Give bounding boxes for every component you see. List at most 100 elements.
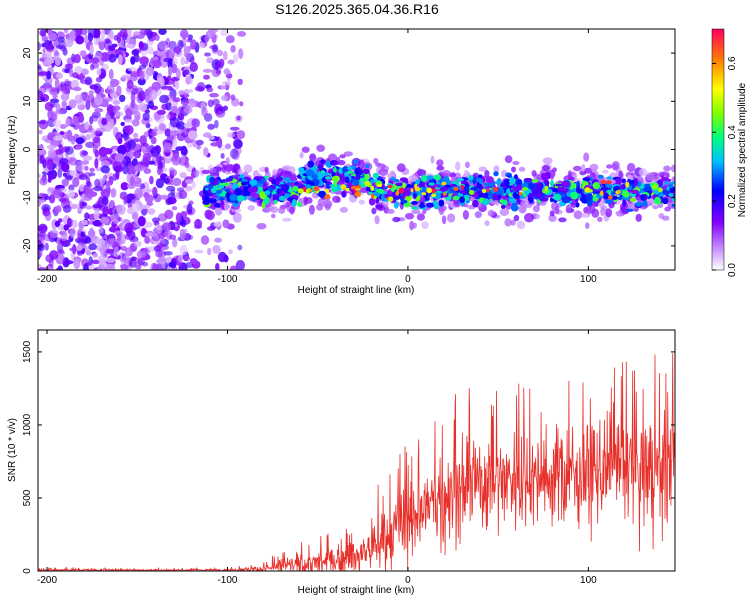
heatmap-cell [91, 111, 101, 119]
heatmap-cell [355, 174, 361, 180]
heatmap-cell [85, 250, 92, 256]
heatmap-cell [206, 226, 216, 232]
heatmap-cell [55, 109, 65, 115]
heatmap-cell [576, 185, 580, 194]
heatmap-hotspot [469, 190, 475, 195]
heatmap-cell [214, 205, 223, 216]
heatmap-cell [247, 205, 255, 211]
heatmap-cell [89, 227, 94, 238]
heatmap-cell [133, 53, 140, 63]
heatmap-cell [64, 38, 74, 48]
heatmap-cell [411, 209, 421, 214]
heatmap-hotspot [410, 188, 414, 193]
heatmap-cell [179, 229, 186, 241]
spectrogram-x-ticks: -200 -100 0 100 [37, 29, 597, 285]
heatmap-cell [112, 100, 121, 105]
heatmap-cell [171, 206, 178, 211]
heatmap-cell [626, 208, 634, 212]
heatmap-cell [121, 74, 131, 80]
heatmap-cell [65, 117, 71, 127]
heatmap-cell [452, 195, 460, 201]
heatmap-cell [512, 191, 518, 199]
heatmap-cell [144, 88, 150, 97]
heatmap-cell [230, 45, 236, 53]
heatmap-hotspot [588, 189, 593, 193]
heatmap-cell [205, 187, 209, 191]
heatmap-cell [462, 210, 469, 220]
heatmap-cell [170, 157, 175, 162]
heatmap-cell [459, 196, 465, 204]
heatmap-cell [309, 153, 317, 162]
heatmap-cell [552, 167, 557, 173]
heatmap-cell [412, 192, 417, 199]
heatmap-cell [281, 184, 290, 192]
heatmap-cell [216, 185, 225, 189]
heatmap-cell [73, 259, 81, 270]
heatmap-cell [127, 165, 136, 176]
heatmap-cell [117, 144, 127, 155]
heatmap-cell [155, 129, 164, 135]
heatmap-cell [405, 212, 415, 220]
heatmap-cell [299, 152, 304, 159]
heatmap-cell [44, 242, 49, 251]
heatmap-cell [67, 189, 76, 198]
heatmap-cell [53, 140, 62, 145]
heatmap-cell [395, 182, 403, 187]
heatmap-cell [163, 177, 170, 184]
heatmap-cell [138, 90, 146, 102]
heatmap-hotspot [325, 188, 330, 194]
heatmap-cell [100, 189, 106, 197]
heatmap-cell [134, 87, 144, 94]
heatmap-cell [49, 98, 60, 104]
heatmap-cell [164, 128, 172, 137]
heatmap-cell [532, 205, 540, 213]
heatmap-cell [217, 251, 227, 263]
heatmap-cell [512, 160, 520, 166]
heatmap-cell [329, 160, 339, 166]
spectrogram-y-axis-label: Frequency (Hz) [7, 116, 18, 185]
heatmap-cell [119, 191, 128, 200]
heatmap-cell [221, 182, 230, 187]
heatmap-cell [357, 168, 363, 176]
heatmap-cell [597, 216, 603, 222]
heatmap-cell [187, 34, 193, 40]
heatmap-hotspot [313, 186, 320, 192]
heatmap-cell [119, 94, 126, 103]
heatmap-cell [531, 170, 537, 177]
colorbar-tick-label: 0.4 [727, 125, 738, 139]
heatmap-hotspot [402, 182, 406, 189]
heatmap-cell [100, 216, 110, 225]
heatmap-cell [358, 199, 365, 205]
heatmap-cell [109, 45, 116, 52]
heatmap-cell [226, 165, 231, 173]
heatmap-cell [506, 188, 511, 195]
heatmap-cell [528, 183, 536, 191]
heatmap-cell [38, 192, 45, 201]
heatmap-cell [236, 31, 247, 37]
heatmap-cell [38, 41, 41, 51]
heatmap-cell [89, 84, 99, 90]
heatmap-cell [196, 82, 206, 92]
heatmap-cell [168, 261, 176, 268]
heatmap-cell [78, 114, 85, 124]
heatmap-cell [71, 115, 80, 126]
heatmap-cell [76, 244, 83, 251]
heatmap-cell [531, 179, 539, 183]
heatmap-cell [515, 178, 523, 186]
heatmap-cell [222, 80, 232, 86]
heatmap-cell [523, 178, 533, 182]
x-tick-label: 0 [405, 575, 411, 586]
heatmap-cell [38, 129, 43, 135]
heatmap-hotspot [441, 181, 447, 186]
heatmap-cell [487, 209, 495, 217]
heatmap-cell [187, 130, 198, 140]
heatmap-cell [305, 169, 315, 177]
heatmap-cell [339, 154, 346, 159]
heatmap-cell [122, 164, 129, 175]
x-tick-label: 100 [580, 274, 597, 285]
heatmap-cell [136, 251, 147, 258]
colorbar-ticks: 0.0 0.2 0.4 0.6 [712, 56, 738, 277]
heatmap-cell [96, 264, 106, 270]
heatmap-cell [44, 101, 54, 111]
x-tick-label: -100 [217, 274, 237, 285]
